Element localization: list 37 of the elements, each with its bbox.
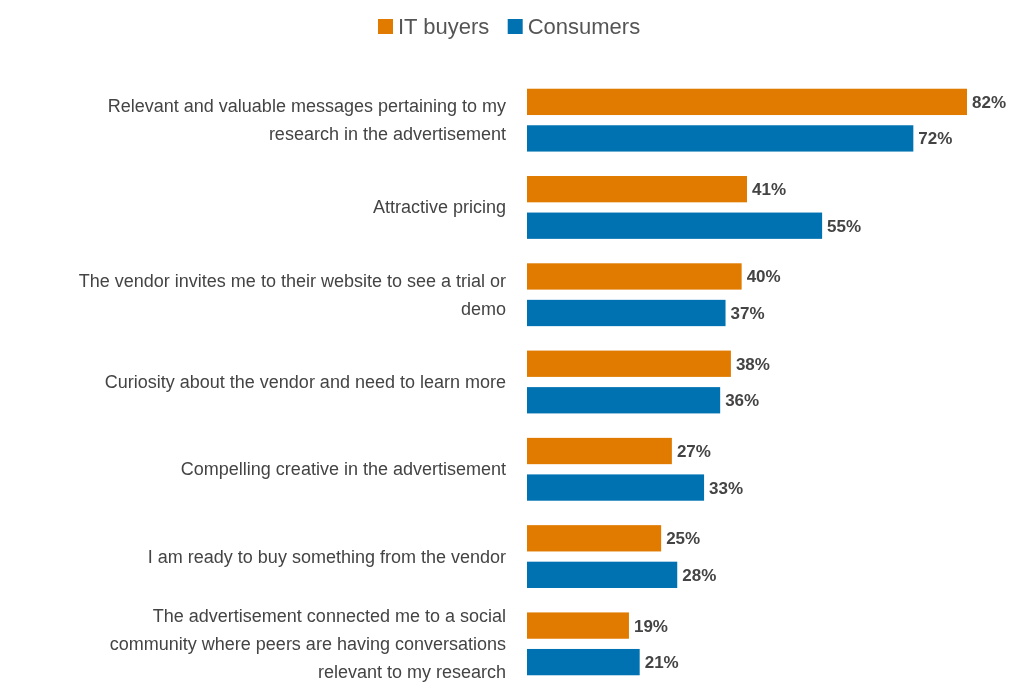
y-tick-label: The advertisement connected me to a social community where peers are having conversations relevant to my research <box>109 605 506 682</box>
y-tick-label: Relevant and valuable messages pertaining to my research in the advertisement <box>107 96 506 145</box>
data-label: 25% <box>666 529 701 549</box>
data-label: 27% <box>676 442 711 462</box>
data-label: 41% <box>752 180 787 200</box>
y-tick-label: Compelling creative in the advertisement <box>180 459 506 480</box>
bar <box>527 474 705 501</box>
y-tick-label: I am ready to buy something from the vendor <box>147 546 506 567</box>
legend-label: IT buyers <box>398 14 490 39</box>
bar <box>527 561 678 588</box>
data-label: 19% <box>633 616 668 636</box>
bar <box>527 387 721 414</box>
legend-label: Consumers <box>527 14 641 39</box>
data-label: 36% <box>725 391 760 411</box>
bar <box>527 525 662 552</box>
data-label: 37% <box>730 303 765 323</box>
bar <box>527 437 672 465</box>
data-label: 38% <box>735 354 770 374</box>
data-label: 33% <box>709 478 744 498</box>
bar <box>527 125 914 152</box>
bar <box>527 612 629 639</box>
data-label: 55% <box>827 216 862 236</box>
bar <box>527 176 747 203</box>
y-tick-label: The vendor invites me to their website to see a trial or demo <box>78 270 506 319</box>
bar <box>527 88 967 116</box>
data-label: 40% <box>746 267 781 287</box>
bar <box>527 263 742 290</box>
data-label: 28% <box>682 565 717 585</box>
y-tick-label: Attractive pricing <box>372 197 506 218</box>
data-label: 82% <box>972 92 1007 112</box>
bar <box>527 212 823 239</box>
bar <box>527 648 640 676</box>
y-tick-label: Curiosity about the vendor and need to learn more <box>104 372 506 392</box>
data-label: 72% <box>918 129 953 149</box>
bar <box>527 350 731 377</box>
bar <box>527 299 726 327</box>
data-label: 21% <box>644 653 679 673</box>
